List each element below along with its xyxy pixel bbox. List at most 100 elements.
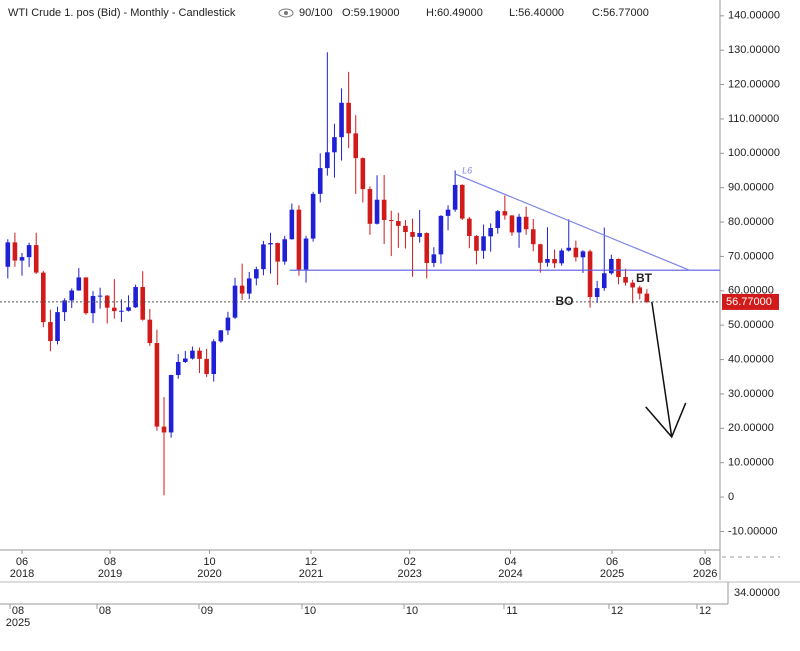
- candle-body: [83, 277, 89, 314]
- candle-body: [104, 295, 110, 308]
- candle-body: [388, 220, 394, 222]
- candle-body: [502, 211, 508, 216]
- arrow-shaft: [651, 301, 673, 438]
- candle-body: [545, 258, 550, 263]
- candle-body: [601, 273, 607, 289]
- navigator-label: 10: [304, 605, 316, 617]
- candle-body: [26, 245, 32, 258]
- candle-body: [48, 322, 53, 341]
- candle-body: [33, 245, 39, 273]
- navigator-value: 34.00000: [734, 587, 780, 599]
- y-tick-label: 120.00000: [728, 78, 780, 90]
- candle-body: [353, 133, 359, 159]
- candle-body: [573, 247, 579, 258]
- x-tick-label: 02: [404, 556, 416, 568]
- candle-body: [133, 287, 138, 308]
- candle-body: [381, 199, 387, 220]
- y-tick-label: 60.00000: [728, 285, 774, 297]
- y-tick-label: 140.00000: [728, 10, 780, 22]
- navigator-label: 08: [99, 605, 111, 617]
- candle-body: [140, 287, 146, 320]
- candle-body: [594, 288, 600, 297]
- candle-body: [509, 215, 515, 233]
- candle-body: [19, 257, 25, 261]
- candle-body: [523, 216, 529, 230]
- candle-body: [516, 216, 522, 233]
- candle-body: [55, 312, 60, 341]
- x-tick-label: 08: [104, 556, 116, 568]
- x-tick-year: 2023: [397, 568, 421, 580]
- candle-body: [190, 350, 195, 359]
- candle-body: [254, 269, 259, 279]
- candle-body: [587, 251, 593, 297]
- y-tick-label: 100.00000: [728, 147, 780, 159]
- candle-body: [147, 319, 153, 344]
- candle-body: [12, 242, 18, 261]
- candle-body: [346, 102, 351, 134]
- x-tick-year: 2021: [299, 568, 323, 580]
- candle-body: [161, 426, 167, 433]
- y-tick-label: 130.00000: [728, 44, 780, 56]
- candle-body: [296, 209, 302, 270]
- y-tick-label: 10.00000: [728, 457, 774, 469]
- candle-body: [495, 211, 501, 229]
- x-tick-label: 06: [606, 556, 618, 568]
- candle-body: [168, 375, 174, 433]
- candle-body: [76, 277, 82, 291]
- x-tick-label: 06: [16, 556, 28, 568]
- navigator-label: 12: [699, 605, 711, 617]
- candle-body: [609, 258, 614, 274]
- eye-icon[interactable]: [278, 8, 294, 18]
- candle-body: [183, 358, 188, 362]
- candle-body: [282, 239, 288, 262]
- candle-body: [431, 254, 437, 263]
- candle-body: [97, 295, 103, 297]
- candle-body: [452, 184, 458, 210]
- candle-body: [396, 221, 401, 226]
- candle-body: [303, 238, 309, 270]
- candle-body: [474, 235, 479, 251]
- candle-body: [225, 317, 231, 331]
- candle-body: [211, 341, 217, 374]
- candle-body: [580, 251, 586, 258]
- candle-body: [481, 236, 486, 251]
- candle-body: [261, 244, 266, 270]
- x-tick-year: 2019: [98, 568, 122, 580]
- eye-outline: [278, 8, 294, 18]
- candle-body: [367, 189, 373, 224]
- y-tick-label: 20.00000: [728, 422, 774, 434]
- ohlc-low: L:56.40000: [509, 7, 564, 19]
- candle-body: [126, 307, 131, 311]
- navigator-label: 08: [12, 605, 24, 617]
- candle-body: [289, 209, 295, 240]
- candle-body: [410, 232, 415, 237]
- candle-body: [154, 343, 160, 427]
- x-tick-year: 2018: [10, 568, 34, 580]
- candle-body: [616, 258, 621, 278]
- y-tick-label: -10.00000: [728, 525, 778, 537]
- x-tick-year: 2025: [600, 568, 624, 580]
- candle-body: [360, 158, 366, 190]
- candle-body: [325, 152, 330, 169]
- annotation-text: BO: [555, 294, 573, 308]
- candle-body: [374, 199, 380, 224]
- x-tick-label: 12: [305, 556, 317, 568]
- candle-body: [467, 218, 472, 236]
- candle-body: [403, 225, 408, 233]
- candle-body: [246, 278, 252, 294]
- ohlc-high: H:60.49000: [426, 7, 483, 19]
- ohlc-open: O:59.19000: [342, 7, 400, 19]
- y-tick-label: 110.00000: [728, 113, 779, 125]
- eye-pupil: [284, 11, 288, 15]
- candle-body: [424, 233, 430, 263]
- candle-body: [630, 282, 635, 288]
- candle-body: [552, 258, 557, 264]
- navigator-label: 09: [201, 605, 213, 617]
- candle-body: [218, 330, 224, 342]
- arrow-head: [645, 402, 687, 439]
- candle-body: [310, 193, 316, 239]
- x-tick-label: 04: [504, 556, 516, 568]
- price-tag: [722, 293, 779, 310]
- x-tick-label: 10: [203, 556, 215, 568]
